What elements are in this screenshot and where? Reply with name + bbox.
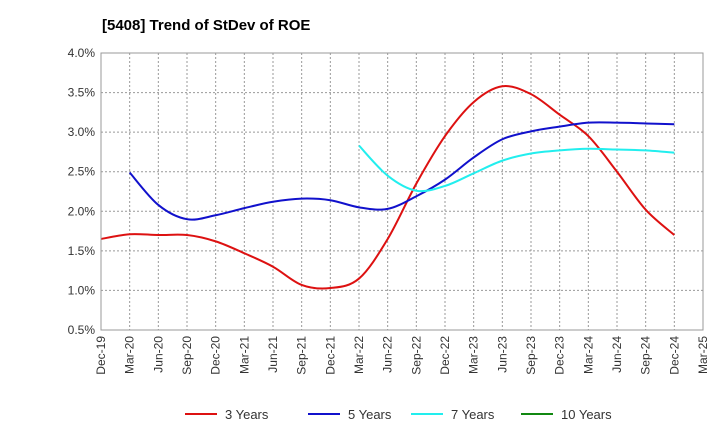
legend: 3 Years 5 Years 7 Years 10 Years [185, 407, 612, 422]
x-tick-label: Dec-22 [438, 336, 452, 375]
series-line-5-years [128, 121, 675, 221]
series-lines [100, 85, 675, 290]
x-tick-label: Dec-24 [667, 336, 681, 375]
legend-label: 3 Years [225, 407, 269, 422]
legend-label: 10 Years [561, 407, 612, 422]
series-line-7-years [358, 144, 675, 193]
x-tick-label: Jun-23 [495, 336, 509, 373]
chart-title: [5408] Trend of StDev of ROE [102, 17, 310, 34]
x-tick-label: Jun-21 [266, 336, 280, 373]
plot-area [100, 52, 704, 331]
x-tick-label: Mar-25 [696, 336, 710, 374]
x-tick-label: Sep-22 [409, 336, 423, 375]
x-axis: Dec-19 Mar-20 Jun-20 Sep-20 Dec-20 Mar-21 Jun-… [94, 336, 710, 375]
y-tick-label: 0.5% [68, 323, 96, 337]
x-tick-label: Jun-20 [151, 336, 165, 373]
y-tick-label: 4.0% [68, 46, 96, 60]
x-tick-label: Mar-21 [237, 336, 251, 374]
x-tick-label: Sep-21 [295, 336, 309, 375]
x-tick-label: Sep-23 [524, 336, 538, 375]
x-tick-label: Mar-22 [352, 336, 366, 374]
x-tick-label: Dec-20 [209, 336, 223, 375]
y-tick-label: 1.0% [68, 283, 96, 297]
y-axis: 0.5% 1.0% 1.5% 2.0% 2.5% 3.0% 3.5% 4.0% [68, 46, 96, 337]
y-tick-label: 2.0% [68, 204, 96, 218]
series-line-3-years [100, 85, 675, 290]
x-tick-label: Mar-24 [581, 336, 595, 374]
x-tick-label: Dec-21 [323, 336, 337, 375]
x-tick-label: Mar-23 [467, 336, 481, 374]
x-tick-label: Dec-19 [94, 336, 108, 375]
legend-label: 5 Years [348, 407, 392, 422]
grid [100, 52, 704, 331]
y-tick-label: 3.0% [68, 125, 96, 139]
x-tick-label: Jun-22 [381, 336, 395, 373]
x-tick-label: Sep-24 [639, 336, 653, 375]
x-tick-label: Sep-20 [180, 336, 194, 375]
x-tick-label: Jun-24 [610, 336, 624, 373]
y-tick-label: 3.5% [68, 86, 96, 100]
x-tick-label: Mar-20 [123, 336, 137, 374]
x-tick-label: Dec-23 [553, 336, 567, 375]
legend-label: 7 Years [451, 407, 495, 422]
y-tick-label: 1.5% [68, 244, 96, 258]
y-tick-label: 2.5% [68, 165, 96, 179]
